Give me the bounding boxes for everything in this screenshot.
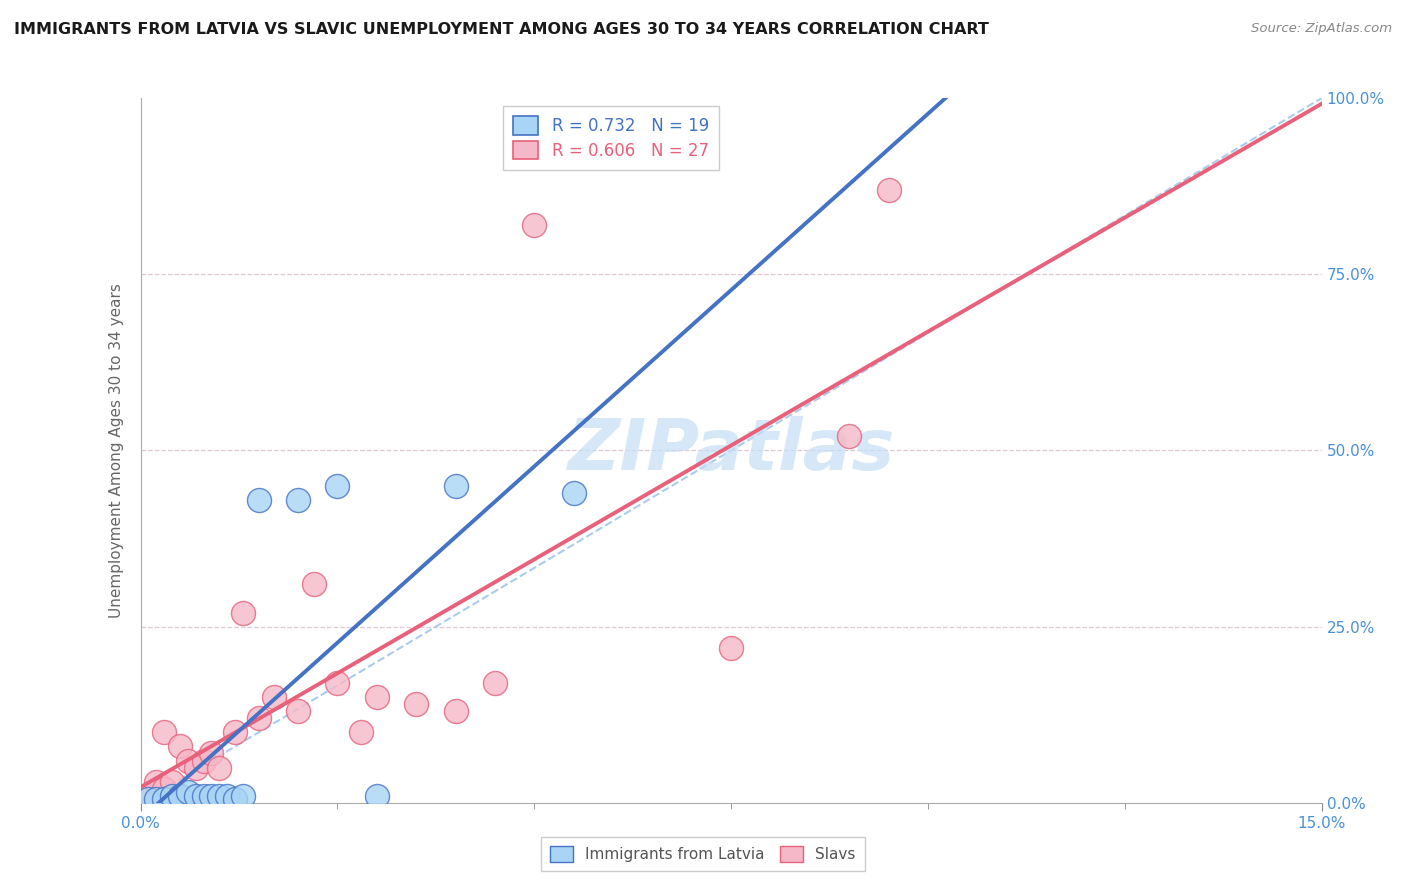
- Point: [208, 760, 231, 774]
- Point: [523, 218, 546, 232]
- Point: [247, 492, 270, 507]
- Point: [287, 492, 309, 507]
- Point: [444, 704, 467, 718]
- Point: [200, 789, 222, 803]
- Point: [208, 789, 231, 803]
- Point: [232, 606, 254, 620]
- Legend: Immigrants from Latvia, Slavs: Immigrants from Latvia, Slavs: [541, 837, 865, 871]
- Point: [153, 792, 176, 806]
- Point: [326, 479, 349, 493]
- Y-axis label: Unemployment Among Ages 30 to 34 years: Unemployment Among Ages 30 to 34 years: [108, 283, 124, 618]
- Point: [169, 739, 191, 754]
- Point: [247, 711, 270, 725]
- Point: [263, 690, 285, 705]
- Point: [444, 479, 467, 493]
- Point: [184, 789, 207, 803]
- Point: [160, 789, 183, 803]
- Point: [484, 676, 506, 690]
- Point: [326, 676, 349, 690]
- Text: ZIPatlas: ZIPatlas: [568, 416, 894, 485]
- Point: [877, 183, 900, 197]
- Point: [200, 747, 222, 761]
- Point: [366, 789, 388, 803]
- Text: Source: ZipAtlas.com: Source: ZipAtlas.com: [1251, 22, 1392, 36]
- Point: [562, 485, 585, 500]
- Text: IMMIGRANTS FROM LATVIA VS SLAVIC UNEMPLOYMENT AMONG AGES 30 TO 34 YEARS CORRELAT: IMMIGRANTS FROM LATVIA VS SLAVIC UNEMPLO…: [14, 22, 988, 37]
- Point: [169, 789, 191, 803]
- Point: [138, 792, 160, 806]
- Point: [160, 774, 183, 789]
- Point: [145, 792, 167, 806]
- Legend: R = 0.732   N = 19, R = 0.606   N = 27: R = 0.732 N = 19, R = 0.606 N = 27: [503, 106, 718, 169]
- Point: [217, 789, 239, 803]
- Point: [350, 725, 373, 739]
- Point: [838, 429, 860, 443]
- Point: [405, 697, 427, 711]
- Point: [184, 760, 207, 774]
- Point: [287, 704, 309, 718]
- Point: [193, 789, 215, 803]
- Point: [193, 754, 215, 768]
- Point: [366, 690, 388, 705]
- Point: [720, 640, 742, 655]
- Point: [138, 789, 160, 803]
- Point: [177, 754, 200, 768]
- Point: [153, 725, 176, 739]
- Point: [232, 789, 254, 803]
- Point: [145, 774, 167, 789]
- Point: [177, 785, 200, 799]
- Point: [153, 781, 176, 796]
- Point: [224, 792, 246, 806]
- Point: [302, 577, 325, 591]
- Point: [224, 725, 246, 739]
